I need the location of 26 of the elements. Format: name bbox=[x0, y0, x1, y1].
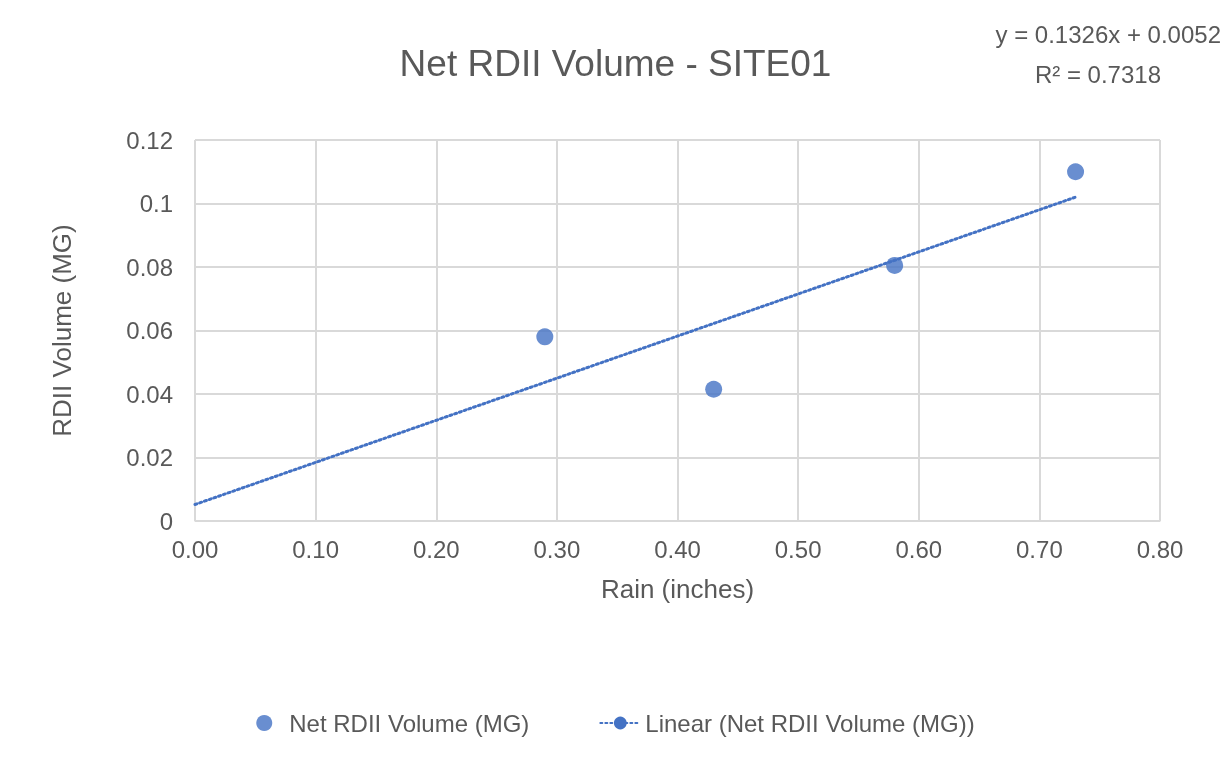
x-tick-label: 0.10 bbox=[292, 535, 339, 563]
y-tick-label: 0.12 bbox=[126, 126, 173, 154]
text: y = 0.1326x + 0.0052 bbox=[995, 20, 1221, 48]
x-tick-label: 0.20 bbox=[412, 535, 460, 563]
y-tick-label: 0.1 bbox=[139, 190, 173, 217]
text: R² = 0.7318 bbox=[1034, 60, 1162, 88]
point bbox=[1067, 163, 1085, 181]
chart-title: Net RDII Volume - SITE01 bbox=[399, 43, 832, 84]
legend-label: Net RDII Volume (MG) bbox=[289, 709, 530, 737]
y-tick-label: 0.04 bbox=[126, 380, 173, 408]
x-tick-label: 0.70 bbox=[1016, 535, 1063, 563]
y-tick-label: 0.08 bbox=[126, 253, 173, 281]
x-axis-title: Rain (inches) bbox=[600, 574, 755, 604]
x-tick-label: 0.30 bbox=[533, 535, 581, 563]
point bbox=[705, 380, 723, 398]
x-tick-label: 0.40 bbox=[654, 535, 701, 563]
legend-label: Linear (Net RDII Volume (MG)) bbox=[645, 709, 975, 737]
y-axis-title: RDII Volume (MG) bbox=[47, 224, 77, 437]
y-tick-label: 0 bbox=[159, 507, 173, 535]
x-tick-label: 0.80 bbox=[1136, 535, 1184, 563]
x-tick-label: 0.60 bbox=[895, 535, 943, 563]
y-tick-label: 0.06 bbox=[126, 317, 173, 344]
y-tick-label: 0.02 bbox=[126, 444, 173, 471]
x-tick-label: 0.50 bbox=[774, 535, 822, 563]
point bbox=[536, 328, 554, 346]
x-tick-label: 0.00 bbox=[171, 535, 219, 563]
